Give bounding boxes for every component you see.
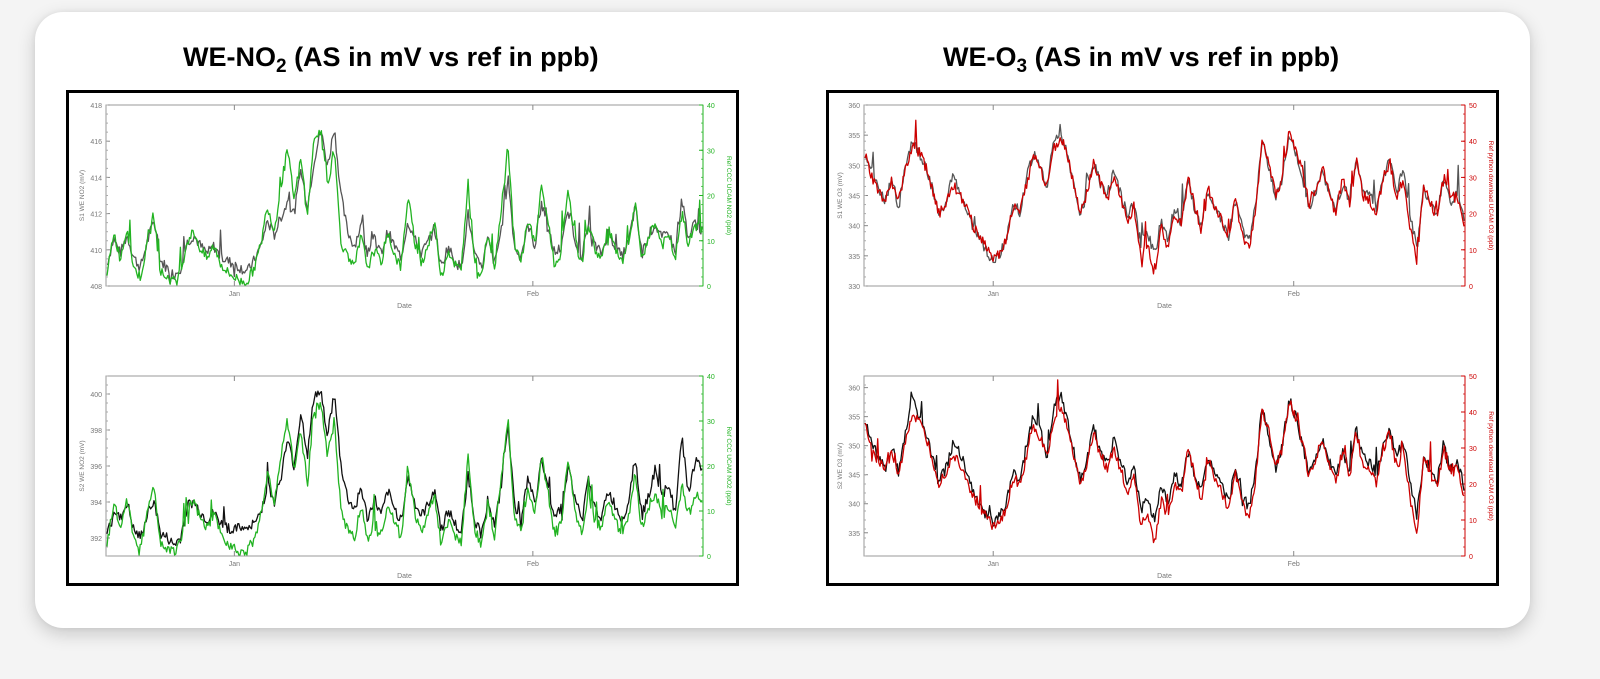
svg-text:Jan: Jan [988,291,999,298]
svg-text:30: 30 [1469,446,1477,453]
svg-text:355: 355 [848,133,860,140]
svg-text:408: 408 [90,284,102,291]
svg-text:40: 40 [1469,139,1477,146]
svg-text:410: 410 [90,248,102,255]
svg-text:Feb: Feb [527,291,539,298]
no2-panel-title: WE-NO2 (AS in mV vs ref in ppb) [183,42,599,76]
svg-text:30: 30 [707,148,715,155]
svg-text:S2 WE NO2 (mV): S2 WE NO2 (mV) [79,440,86,491]
o3-charts-svg: 330 335 340 345 350 355 360 0 10 20 30 40 50 S1 WE O3… [837,103,1494,580]
svg-text:345: 345 [848,194,860,201]
svg-text:50: 50 [1469,103,1477,110]
svg-text:40: 40 [1469,410,1477,417]
svg-text:335: 335 [848,531,860,538]
title-text: (AS in mV vs ref in ppb) [1027,42,1340,72]
svg-text:10: 10 [1469,518,1477,525]
svg-text:Ref python download UCAM O3 (p: Ref python download UCAM O3 (ppb) [1487,411,1494,520]
svg-text:412: 412 [90,212,102,219]
svg-text:Ref CCC UCAM NO2 (ppb): Ref CCC UCAM NO2 (ppb) [725,426,732,505]
title-text: WE-O [943,42,1017,72]
svg-text:350: 350 [848,444,860,451]
svg-text:40: 40 [707,103,715,110]
svg-text:20: 20 [707,194,715,201]
chart-0: 408 410 412 414 416 418 0 10 20 30 40 S1 WE NO2 (mV… [79,103,732,310]
svg-text:330: 330 [848,284,860,291]
svg-text:340: 340 [848,224,860,231]
title-text: (AS in mV vs ref in ppb) [286,42,599,72]
svg-text:20: 20 [1469,482,1477,489]
series-line [864,119,1465,275]
svg-text:Jan: Jan [988,561,999,568]
svg-text:10: 10 [707,239,715,246]
title-text: WE-NO [183,42,276,72]
svg-text:414: 414 [90,175,102,182]
svg-text:392: 392 [90,536,102,543]
svg-text:S1 WE NO2 (mV): S1 WE NO2 (mV) [79,170,86,221]
svg-text:418: 418 [90,103,102,110]
svg-text:20: 20 [1469,212,1477,219]
title-subscript: 3 [1016,56,1028,77]
chart-1: 392 394 396 398 400 0 10 20 30 40 S2 WE NO2 (mV) Re… [79,374,732,580]
svg-text:0: 0 [1469,284,1473,291]
svg-text:360: 360 [848,386,860,393]
svg-text:0: 0 [1469,554,1473,561]
svg-text:Date: Date [1157,573,1172,580]
svg-text:0: 0 [707,284,711,291]
svg-text:350: 350 [848,163,860,170]
svg-text:0: 0 [707,554,711,561]
svg-text:Jan: Jan [229,291,240,298]
series-line [106,402,703,556]
o3-panel-title: WE-O3 (AS in mV vs ref in ppb) [943,42,1340,76]
svg-text:20: 20 [707,464,715,471]
svg-text:416: 416 [90,139,102,146]
svg-text:Date: Date [397,303,412,310]
series-line [864,379,1465,544]
svg-text:10: 10 [707,509,715,516]
svg-text:340: 340 [848,502,860,509]
svg-text:Jan: Jan [229,561,240,568]
svg-text:394: 394 [90,500,102,507]
svg-text:335: 335 [848,254,860,261]
title-subscript: 2 [275,56,287,77]
svg-text:10: 10 [1469,248,1477,255]
o3-chart-box: 330 335 340 345 350 355 360 0 10 20 30 40 50 S1 WE O3… [826,90,1499,586]
chart-3: 335 340 345 350 355 360 0 10 20 30 40 50 S2 WE O3 (m… [837,374,1494,580]
svg-text:S2 WE O3 (mV): S2 WE O3 (mV) [837,443,844,490]
svg-text:30: 30 [707,419,715,426]
svg-text:396: 396 [90,464,102,471]
svg-text:Ref CCC UCAM NO2 (ppb): Ref CCC UCAM NO2 (ppb) [725,156,732,235]
svg-text:Ref python download UCAM O3 (p: Ref python download UCAM O3 (ppb) [1487,141,1494,250]
no2-charts-svg: 408 410 412 414 416 418 0 10 20 30 40 S1 WE NO2 (mV… [79,103,732,580]
svg-text:355: 355 [848,415,860,422]
svg-text:40: 40 [707,374,715,381]
series-line [864,391,1465,527]
svg-text:Date: Date [1157,303,1172,310]
svg-text:Feb: Feb [1288,291,1300,298]
svg-text:360: 360 [848,103,860,110]
svg-text:Feb: Feb [527,561,539,568]
chart-2: 330 335 340 345 350 355 360 0 10 20 30 40 50 S1 WE O3… [837,103,1494,310]
svg-text:50: 50 [1469,374,1477,381]
svg-text:30: 30 [1469,175,1477,182]
svg-text:345: 345 [848,473,860,480]
svg-text:Date: Date [397,573,412,580]
svg-text:S1 WE O3 (mV): S1 WE O3 (mV) [837,172,844,219]
no2-chart-box: 408 410 412 414 416 418 0 10 20 30 40 S1 WE NO2 (mV… [66,90,739,586]
svg-text:Feb: Feb [1288,561,1300,568]
svg-text:400: 400 [90,392,102,399]
svg-text:398: 398 [90,428,102,435]
series-line [106,129,703,286]
